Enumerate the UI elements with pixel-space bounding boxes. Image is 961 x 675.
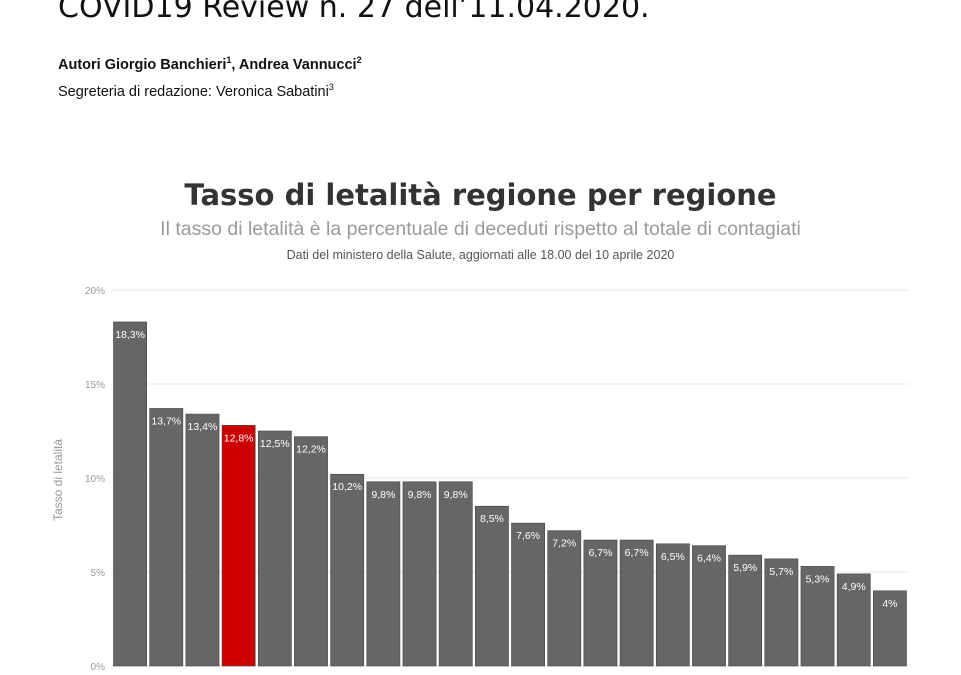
bar: [692, 545, 726, 667]
bar-value-label: 6,5%: [661, 551, 685, 563]
authors-text-2: , Andrea Vannucci: [231, 56, 357, 73]
document-title: COVID19 Review n. 27 dell’11.04.2020.: [58, 0, 650, 25]
bar-value-label: 18,3%: [115, 329, 145, 341]
bar-value-label: 12,2%: [296, 444, 326, 456]
y-tick-label: 20%: [85, 286, 105, 297]
bar-value-label: 13,4%: [188, 421, 218, 433]
bar: [800, 566, 835, 667]
bar-value-label: 12,8%: [224, 432, 254, 444]
bars: [113, 321, 907, 667]
bar: [583, 539, 618, 667]
editorial-line: Segreteria di redazione: Veronica Sabati…: [58, 82, 334, 100]
bar-highlighted: [221, 425, 256, 667]
bar-value-label: 10,2%: [332, 481, 362, 493]
author-footnote-1: 1: [226, 55, 232, 65]
y-tick-label: 5%: [91, 568, 106, 579]
bar: [836, 573, 871, 667]
y-axis-ticks: 0% 5% 10% 15% 20%: [85, 286, 105, 673]
bar: [366, 481, 401, 667]
bar-value-label: 6,4%: [697, 553, 721, 565]
bar: [511, 522, 545, 667]
bar-labels: 18,3% 13,7% 13,4% 12,8% 12,5% 12,2% 10,2% 9,8% 9…: [115, 329, 897, 610]
bar-value-label: 7,6%: [516, 530, 540, 542]
bar: [655, 543, 690, 667]
editorial-text: Segreteria di redazione: Veronica Sabati…: [58, 83, 329, 100]
bar-value-label: 5,7%: [769, 566, 793, 578]
bar-chart: 0%5%10%15%20% 18,3%13,7% 13,4%12,8% 12,5% 1…: [51, 286, 908, 673]
editorial-footnote: 3: [328, 82, 334, 92]
bar: [547, 530, 582, 667]
y-axis-label: Tasso di letalità: [51, 439, 65, 521]
author-footnote-2: 2: [356, 55, 362, 65]
y-tick-label: 15%: [85, 380, 105, 391]
bar-value-label: 4,9%: [842, 581, 866, 593]
bar-value-label: 9,8%: [444, 489, 468, 501]
bar: [402, 481, 437, 667]
bar: [728, 554, 763, 667]
bar: [113, 321, 147, 667]
bar: [149, 408, 184, 667]
bar-value-label: 4%: [882, 598, 897, 610]
bar-value-label: 9,8%: [371, 489, 395, 501]
bar: [764, 558, 799, 667]
bar-value-label: 5,3%: [806, 573, 830, 585]
y-tick-label: 0%: [91, 662, 106, 673]
bar: [438, 481, 473, 667]
chart-note: Dati del ministero della Salute, aggiorn…: [286, 248, 675, 262]
chart-title: Tasso di letalità regione per regione: [184, 178, 777, 212]
y-tick-label: 10%: [85, 474, 105, 485]
bar: [185, 413, 220, 667]
bar-value-label: 12,5%: [260, 438, 290, 450]
chart-subtitle: Il tasso di letalità è la percentuale di…: [160, 218, 801, 240]
bar: [330, 473, 365, 667]
bar-value-label: 8,5%: [480, 513, 504, 525]
bar: [619, 539, 654, 667]
bar-value-label: 7,2%: [552, 538, 576, 550]
authors-text: Autori Giorgio Banchieri: [58, 56, 227, 73]
bar-value-label: 9,8%: [408, 489, 432, 501]
bar: [475, 505, 509, 667]
bar-value-label: 5,9%: [733, 562, 757, 574]
authors-line: Autori Giorgio Banchieri1, Andrea Vannuc…: [58, 55, 362, 73]
bar-value-label: 6,7%: [588, 547, 612, 559]
bar: [873, 590, 907, 667]
bar-value-label: 6,7%: [625, 547, 649, 559]
bar-value-label: 13,7%: [151, 415, 181, 427]
bar: [294, 436, 328, 667]
bar: [257, 430, 292, 667]
